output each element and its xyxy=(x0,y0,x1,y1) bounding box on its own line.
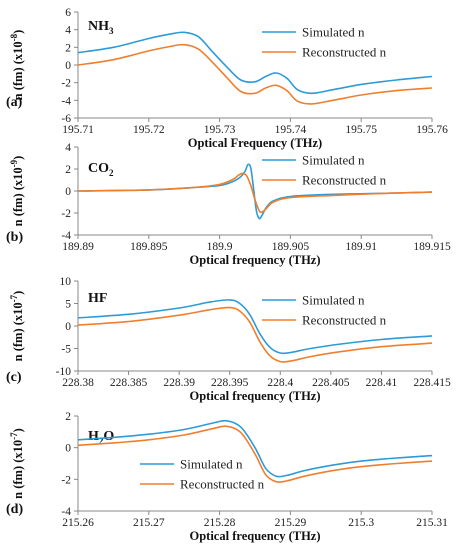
x-tick-label: 228.4 xyxy=(267,377,293,389)
panel-letter: (d) xyxy=(6,502,23,517)
species-label: CO2 xyxy=(88,161,114,178)
y-tick-label: 0 xyxy=(65,186,71,198)
y-tick-label: 0 xyxy=(65,321,71,333)
x-tick-label: 215.28 xyxy=(204,517,236,529)
x-tick-label: 228.38 xyxy=(62,377,94,389)
y-axis-label: n (fm) (x10-7) xyxy=(9,291,25,362)
legend-label: Simulated n xyxy=(302,25,365,40)
y-tick-label: 4 xyxy=(65,25,71,37)
x-tick-label: 189.89 xyxy=(62,241,94,253)
species-label: NH3 xyxy=(88,19,114,36)
x-axis-label: Optical frequency (THz) xyxy=(190,253,321,267)
series-line-simulated xyxy=(77,163,433,220)
x-tick-label: 228.41 xyxy=(366,377,398,389)
y-tick-label: -10 xyxy=(56,366,72,378)
legend-label: Simulated n xyxy=(302,293,365,308)
y-tick-label: -2 xyxy=(61,78,71,90)
y-tick-label: -4 xyxy=(61,95,71,107)
y-axis-label: n (fm) (x10-7) xyxy=(9,428,25,499)
chart-panel-1: -6 -4 -2 0 2 4 6 195.71 195.72 195.73 195.74 195.75… xyxy=(6,7,448,150)
x-tick-label: 189.91 xyxy=(345,241,377,253)
species-label: H2O xyxy=(88,429,114,446)
panel-letter: (a) xyxy=(6,95,23,110)
y-tick-label: -2 xyxy=(61,208,71,220)
x-tick-label: 228.385 xyxy=(110,377,148,389)
x-tick-label: 189.905 xyxy=(272,241,310,253)
y-tick-label: 2 xyxy=(65,411,71,423)
chart-panel-2: -4 -2 0 2 4 189.89 189.895 189.9 189.905 189.91 18… xyxy=(6,142,451,267)
x-tick-label: 228.39 xyxy=(163,377,195,389)
y-tick-label: 0 xyxy=(65,60,71,72)
chart-panel-4: -4 -2 0 2 215.26 215.27 215.28 215.29 215.3 215.3… xyxy=(6,411,448,543)
legend-label: Simulated n xyxy=(302,153,365,168)
y-tick-label: 0 xyxy=(65,443,71,455)
y-tick-label: -4 xyxy=(61,506,71,518)
x-tick-label: 215.26 xyxy=(62,517,94,529)
x-tick-label: 228.415 xyxy=(413,377,451,389)
x-tick-label: 228.395 xyxy=(211,377,249,389)
y-axis-label: n (fm) (x10-8) xyxy=(9,30,25,101)
y-tick-label: 6 xyxy=(65,7,71,19)
y-tick-label: -6 xyxy=(61,113,71,125)
x-axis-label: Optical frequency (THz) xyxy=(190,529,321,543)
series-line-reconstructed xyxy=(77,172,433,214)
x-tick-label: 215.31 xyxy=(416,517,448,529)
x-tick-label: 195.74 xyxy=(275,124,307,136)
x-tick-label: 189.915 xyxy=(413,241,451,253)
legend-label: Simulated n xyxy=(180,457,243,472)
x-axis-label: Optical frequency (THz) xyxy=(190,389,321,403)
x-tick-label: 189.9 xyxy=(207,241,233,253)
y-tick-label: 4 xyxy=(65,142,71,154)
y-tick-label: 10 xyxy=(60,276,72,288)
x-tick-label: 215.29 xyxy=(275,517,307,529)
y-tick-label: -2 xyxy=(61,474,71,486)
y-tick-label: -5 xyxy=(61,344,71,356)
panel-letter: (c) xyxy=(6,370,22,385)
x-tick-label: 195.73 xyxy=(204,124,236,136)
legend-label: Reconstructed n xyxy=(302,45,387,60)
x-tick-label: 195.71 xyxy=(62,124,94,136)
series-line-simulated xyxy=(77,31,433,95)
series-line-reconstructed xyxy=(77,306,433,363)
y-tick-label: -4 xyxy=(61,230,71,242)
legend-label: Reconstructed n xyxy=(302,173,387,188)
x-tick-label: 215.3 xyxy=(348,517,374,529)
series-line-simulated xyxy=(77,299,433,355)
series-line-simulated xyxy=(77,419,433,478)
chart-panel-3: -10 -5 0 5 10 228.38 228.385 228.39 228.395 228.4… xyxy=(6,276,451,403)
panel-letter: (b) xyxy=(6,230,23,245)
x-tick-label: 195.75 xyxy=(345,124,377,136)
legend-label: Reconstructed n xyxy=(180,477,265,492)
y-tick-label: 2 xyxy=(65,164,71,176)
y-tick-label: 5 xyxy=(65,299,71,311)
series-line-reconstructed xyxy=(77,43,433,105)
x-tick-label: 195.72 xyxy=(133,124,165,136)
x-tick-label: 215.27 xyxy=(133,517,165,529)
y-tick-label: 2 xyxy=(65,42,71,54)
species-label: HF xyxy=(88,291,107,306)
legend-label: Reconstructed n xyxy=(302,313,387,328)
x-tick-label: 189.895 xyxy=(130,241,168,253)
x-tick-label: 228.405 xyxy=(312,377,350,389)
series-line-reconstructed xyxy=(77,425,433,483)
y-axis-label: n (fm) (x10-9) xyxy=(9,156,25,227)
x-tick-label: 195.76 xyxy=(416,124,448,136)
x-axis-label: Optical Frequency (THz) xyxy=(188,136,322,150)
